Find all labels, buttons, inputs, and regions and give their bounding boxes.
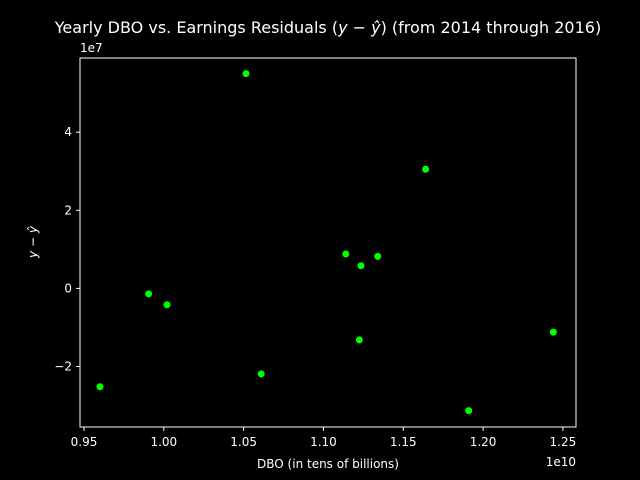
x-tick-label: 1.10 <box>310 435 337 449</box>
plot-area <box>79 57 577 428</box>
data-point <box>145 290 153 298</box>
x-tick-label: 0.95 <box>71 435 98 449</box>
y-tick-label: 4 <box>64 125 72 139</box>
data-point <box>257 370 265 378</box>
data-point <box>465 407 473 415</box>
x-tick-label: 1.05 <box>230 435 257 449</box>
data-point <box>96 383 104 391</box>
data-point <box>374 252 382 260</box>
y-tick-label: 0 <box>64 281 72 295</box>
x-axis-label: DBO (in tens of billions) <box>257 457 399 471</box>
data-point <box>355 336 363 344</box>
x-tick-label: 1.20 <box>470 435 497 449</box>
x-axis-ticks: 0.95 1.00 1.05 1.10 1.15 1.20 1.25 <box>71 427 577 449</box>
y-axis-ticks: −2 0 2 4 <box>54 125 80 373</box>
data-point <box>342 250 350 258</box>
x-axis-offset-label: 1e10 <box>546 455 576 469</box>
data-point <box>549 328 557 336</box>
chart-title: Yearly DBO vs. Earnings Residuals (y − ŷ… <box>54 18 601 37</box>
x-tick-label: 1.25 <box>550 435 577 449</box>
data-points <box>96 70 557 415</box>
data-point <box>242 70 250 78</box>
y-tick-label: 2 <box>64 203 72 217</box>
y-axis-offset-label: 1e7 <box>80 41 103 55</box>
x-tick-label: 1.15 <box>390 435 417 449</box>
data-point <box>422 165 430 173</box>
y-axis-label: y − ŷ <box>26 225 40 259</box>
data-point <box>163 301 171 309</box>
x-tick-label: 1.00 <box>150 435 177 449</box>
y-tick-label: −2 <box>54 359 72 373</box>
data-point <box>357 262 365 270</box>
